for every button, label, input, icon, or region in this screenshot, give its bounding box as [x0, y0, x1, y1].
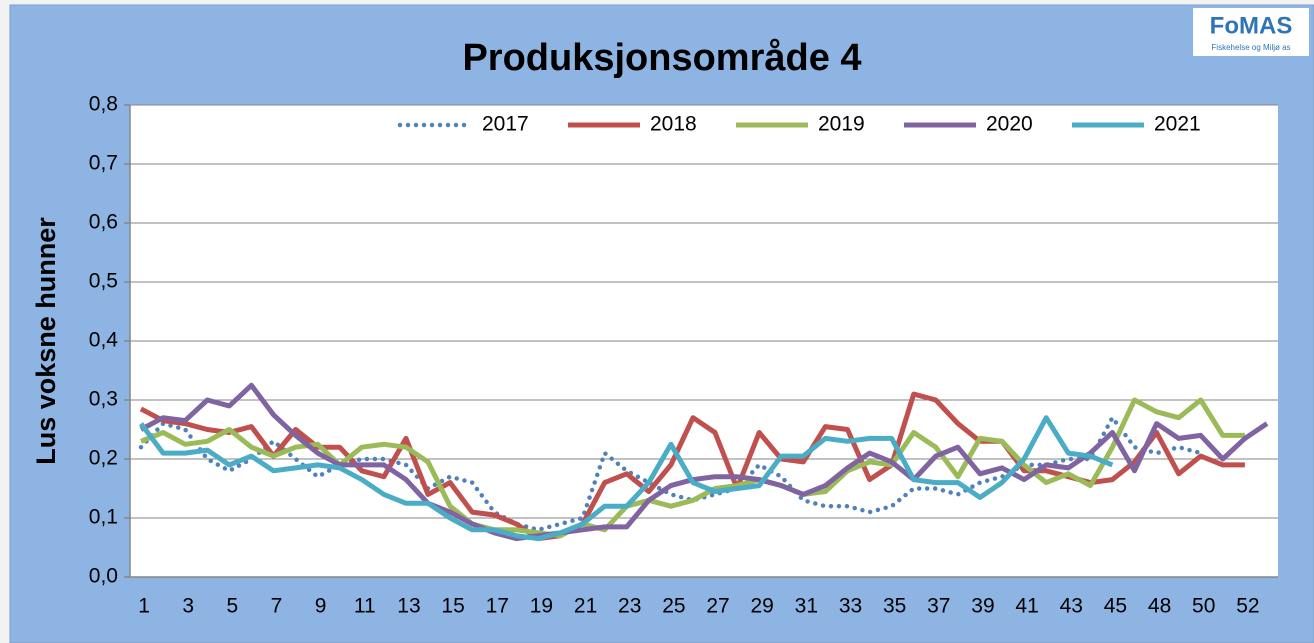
- x-tick-label: 45: [1104, 595, 1127, 618]
- x-tick-label: 21: [574, 595, 597, 618]
- logo-box: [1193, 8, 1309, 56]
- x-tick-label: 25: [662, 595, 685, 618]
- x-tick-label: 43: [1060, 595, 1083, 618]
- x-tick-label: 29: [751, 595, 774, 618]
- series-line: [139, 382, 1269, 542]
- y-tick-label: 0,0: [89, 565, 118, 588]
- x-tick-label: 52: [1236, 595, 1259, 618]
- x-tick-label: 31: [795, 595, 818, 618]
- y-tick-label: 0,4: [89, 329, 119, 352]
- y-tick-label: 0,5: [89, 270, 118, 293]
- legend-label: 2017: [482, 113, 529, 136]
- logo-tagline: Fiskehelse og Miljø as: [1211, 43, 1290, 52]
- x-tick-label: 23: [618, 595, 641, 618]
- x-tick-label: 7: [271, 595, 283, 618]
- y-axis-label: Lus voksne hunner: [31, 217, 61, 465]
- legend-label: 2019: [818, 113, 865, 136]
- chart-title: Produksjonsområde 4: [462, 37, 861, 79]
- x-tick-label: 9: [315, 595, 327, 618]
- x-tick-label: 37: [927, 595, 950, 618]
- y-tick-label: 0,1: [89, 506, 118, 529]
- y-tick-label: 0,3: [89, 388, 118, 411]
- x-tick-label: 27: [706, 595, 729, 618]
- logo: FoMAS Fiskehelse og Miljø as: [1193, 8, 1309, 56]
- x-tick-label: 48: [1148, 595, 1171, 618]
- series-line: [140, 397, 1245, 539]
- lines: [138, 382, 1269, 542]
- series-line: [138, 415, 1114, 542]
- x-tick-label: 41: [1015, 595, 1038, 618]
- legend-label: 2018: [650, 113, 697, 136]
- x-tick-label: 33: [839, 595, 862, 618]
- x-tick-label: 39: [971, 595, 994, 618]
- x-tick-label: 3: [182, 595, 194, 618]
- x-tick-label: 17: [486, 595, 509, 618]
- logo-name: FoMAS: [1210, 12, 1293, 39]
- x-tick-label: 19: [530, 595, 553, 618]
- x-tick-label: 1: [138, 595, 150, 618]
- x-tick-label: 50: [1192, 595, 1215, 618]
- y-tick-label: 0,7: [89, 152, 118, 175]
- y-tick-label: 0,2: [89, 447, 118, 470]
- y-tick-label: 0,6: [89, 211, 118, 234]
- legend-label: 2021: [1154, 113, 1201, 136]
- x-tick-label: 35: [883, 595, 906, 618]
- x-tick-label: 15: [441, 595, 464, 618]
- x-tick-label: 5: [227, 595, 239, 618]
- y-tick-label: 0,8: [89, 93, 118, 116]
- labels: 0,00,10,20,30,40,50,60,70,81 3 5 7 9 11 13 15 17…: [89, 93, 1260, 618]
- legend-label: 2020: [986, 113, 1033, 136]
- legend: 2017 2018 2019 2020 2021: [397, 113, 1201, 136]
- x-tick-label: 11: [354, 595, 376, 618]
- x-tick-label: 13: [397, 595, 420, 618]
